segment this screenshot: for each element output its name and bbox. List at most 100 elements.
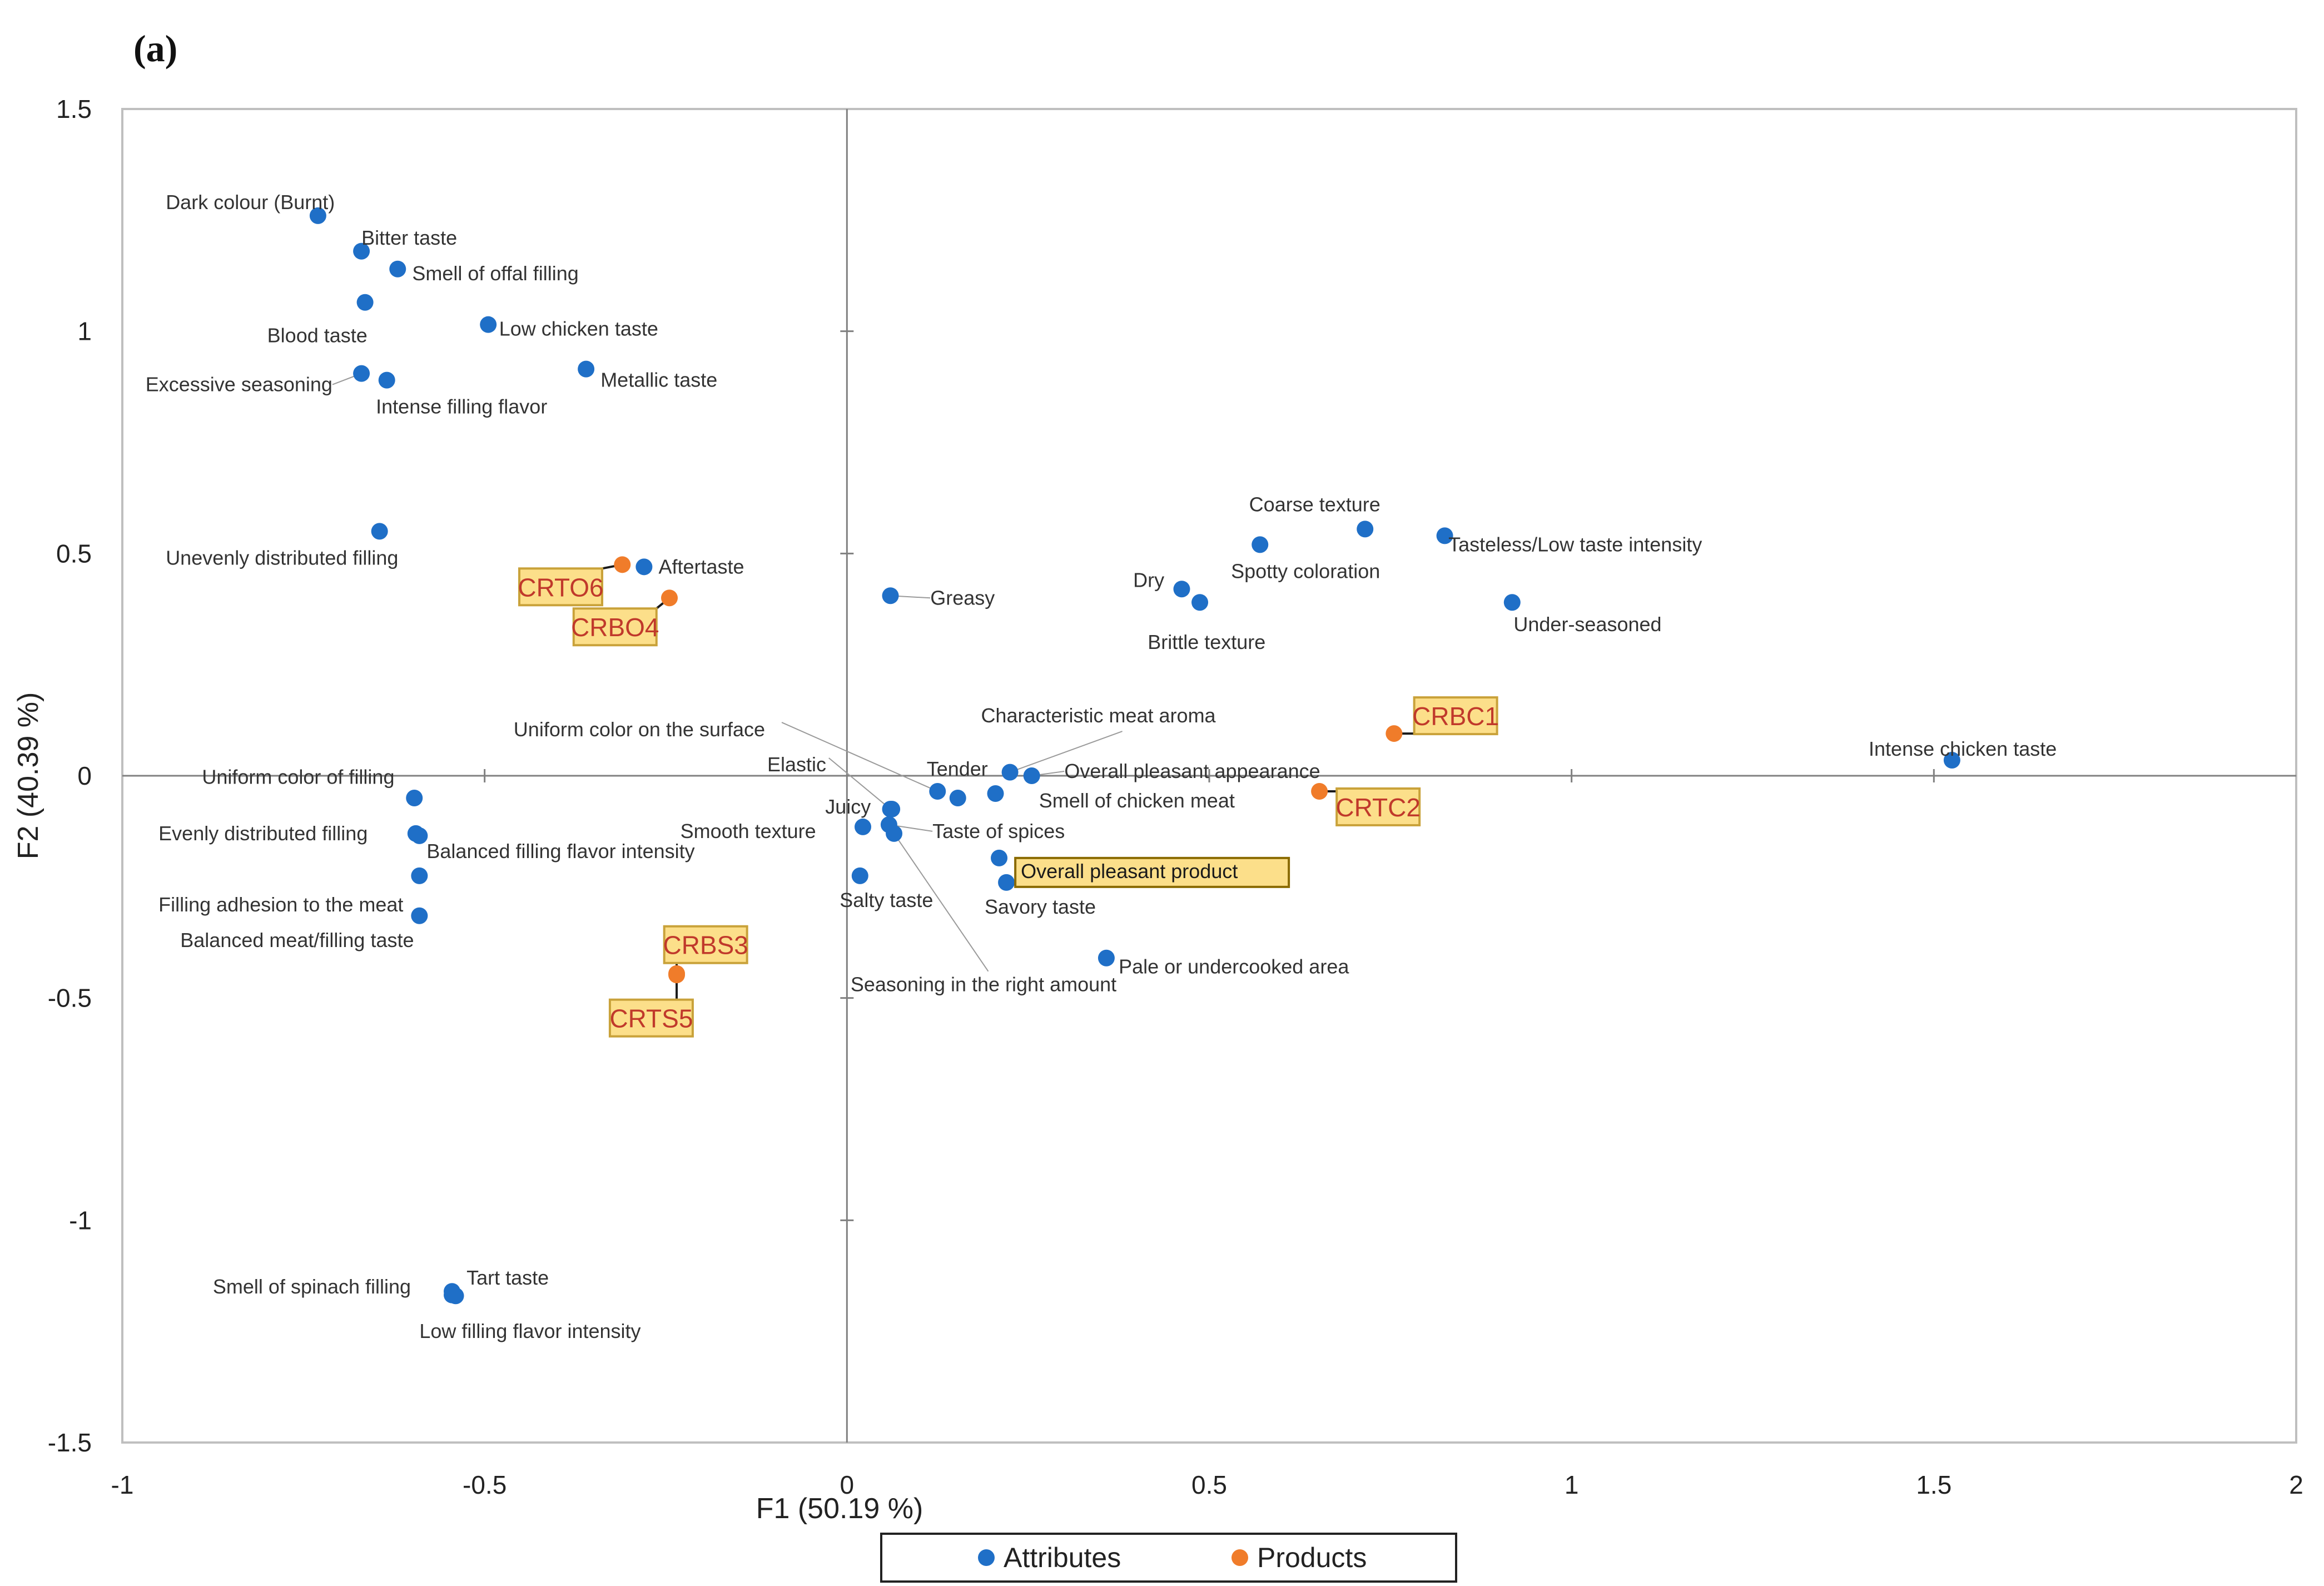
point-overall-pleasant-product xyxy=(991,849,1008,866)
label-taste-of-spices: Taste of spices xyxy=(932,820,1065,842)
point-tasteless-low-taste-intensity xyxy=(1436,527,1453,544)
label-balanced-meat-filling-taste: Balanced meat/filling taste xyxy=(180,929,414,951)
x-tick-label: -0.5 xyxy=(463,1470,506,1499)
product-box-crbc1 xyxy=(1413,696,1498,736)
x-tick-label: 2 xyxy=(2289,1470,2303,1499)
label-brittle-texture: Brittle texture xyxy=(1148,631,1265,653)
label-smell-of-spinach-filling: Smell of spinach filling xyxy=(213,1275,411,1298)
label-salty-taste: Salty taste xyxy=(840,889,933,911)
product-box-crto6 xyxy=(518,567,604,607)
point-juicy xyxy=(883,800,901,817)
point-metallic-taste xyxy=(578,360,595,378)
point-smell-of-offal-filling xyxy=(389,260,406,277)
label-unevenly-distributed-filling: Unevenly distributed filling xyxy=(166,546,398,569)
data-points xyxy=(309,207,1960,1305)
y-tick-label: 1 xyxy=(77,317,92,346)
product-box-crtc2 xyxy=(1335,787,1421,826)
label-savory-taste: Savory taste xyxy=(985,895,1096,918)
x-tick-label: 0 xyxy=(840,1470,855,1499)
point-intense-filling-flavor xyxy=(378,371,395,389)
point-low-chicken-taste xyxy=(480,316,497,333)
point-characteristic-meat-aroma xyxy=(1001,764,1019,781)
label-uniform-color-of-filling: Uniform color of filling xyxy=(202,765,394,788)
legend: Attributes Products xyxy=(880,1533,1457,1583)
point-unevenly-distributed-filling xyxy=(371,523,388,540)
legend-products-marker xyxy=(1231,1549,1248,1566)
point-intense-chicken-taste xyxy=(1943,752,1960,769)
point-smooth-texture xyxy=(855,818,872,835)
label-pale-or-undercooked-area: Pale or undercooked area xyxy=(1119,955,1349,978)
product-box-crbo4 xyxy=(572,607,658,647)
y-axis-title: F2 (40.39 %) xyxy=(12,692,44,860)
x-axis-title: F1 (50.19 %) xyxy=(756,1493,923,1525)
point-blood-taste xyxy=(356,294,374,311)
point-crtc2 xyxy=(1311,782,1328,800)
point-crts5 xyxy=(668,967,686,984)
y-tick-label: 1.5 xyxy=(56,95,92,123)
label-elastic: Elastic xyxy=(767,753,826,776)
point-overall-pleasant-appearance xyxy=(1023,767,1040,784)
point-bitter-taste xyxy=(353,242,370,260)
axis-ticks: -1 -0.5 0 0.5 1 1.5 2 -1.5 -1 -0.5 0 0.5 1 1.5 xyxy=(48,95,2303,1499)
label-intense-chicken-taste: Intense chicken taste xyxy=(1869,737,2057,760)
label-filling-adhesion-to-the-meat: Filling adhesion to the meat xyxy=(158,893,403,916)
point-smell-of-chicken-meat xyxy=(987,785,1004,802)
label-tender: Tender xyxy=(927,757,988,780)
label-low-chicken-taste: Low chicken taste xyxy=(499,318,658,340)
legend-attributes-label: Attributes xyxy=(1004,1542,1121,1573)
point-aftertaste xyxy=(635,558,653,576)
point-uniform-color-on-the-surface xyxy=(929,782,946,800)
label-crbs3: CRBS3 xyxy=(663,931,748,960)
highlight-box xyxy=(1014,856,1290,888)
label-dry: Dry xyxy=(1133,568,1164,591)
label-crtc2: CRTC2 xyxy=(1335,793,1421,822)
label-characteristic-meat-aroma: Characteristic meat aroma xyxy=(981,704,1216,727)
point-excessive-seasoning xyxy=(353,365,370,382)
label-crbo4: CRBO4 xyxy=(571,613,659,642)
leader-characteristic-meat-aroma xyxy=(1010,731,1123,773)
label-crts5: CRTS5 xyxy=(609,1004,693,1033)
x-tick-label: 1.5 xyxy=(1916,1470,1951,1499)
y-tick-label: -1.5 xyxy=(48,1428,92,1457)
point-crto6 xyxy=(614,556,631,573)
leader-uniform-color-on-the-surface xyxy=(781,722,938,792)
label-seasoning-in-the-right-amount: Seasoning in the right amount xyxy=(851,973,1116,996)
leader-elastic xyxy=(828,757,891,810)
label-evenly-distributed-filling: Evenly distributed filling xyxy=(158,822,368,845)
point-tender xyxy=(949,789,966,806)
label-spotty-coloration: Spotty coloration xyxy=(1231,559,1380,582)
point-brittle-texture xyxy=(1191,594,1209,611)
point-filling-adhesion-to-the-meat xyxy=(411,867,428,884)
point-evenly-distributed-filling xyxy=(407,825,424,842)
legend-box xyxy=(880,1533,1457,1583)
panel-label: (a) xyxy=(133,27,177,70)
point-low-filling-flavor-intensity xyxy=(447,1287,464,1305)
point-under-seasoned xyxy=(1503,594,1521,611)
label-intense-filling-flavor: Intense filling flavor xyxy=(376,395,547,418)
label-smooth-texture: Smooth texture xyxy=(681,820,816,842)
point-dry xyxy=(1173,581,1190,598)
label-crto6: CRTO6 xyxy=(518,573,603,602)
label-overall-pleasant-appearance: Overall pleasant appearance xyxy=(1064,760,1320,782)
point-uniform-color-of-filling xyxy=(406,789,423,806)
x-tick-label: 0.5 xyxy=(1191,1470,1227,1499)
label-under-seasoned: Under-seasoned xyxy=(1513,613,1661,636)
point-greasy xyxy=(882,587,899,604)
label-overall-pleasant-product: Overall pleasant product xyxy=(1021,860,1238,883)
point-balanced-meat-filling-taste xyxy=(411,907,428,924)
point-seasoning-in-the-right-amount xyxy=(886,825,903,842)
point-labels: Dark colour (Burnt) Bitter taste Smell of … xyxy=(146,191,2057,1342)
label-aftertaste: Aftertaste xyxy=(658,555,744,578)
product-box-crts5 xyxy=(608,998,694,1038)
label-bitter-taste: Bitter taste xyxy=(361,226,457,249)
label-excessive-seasoning: Excessive seasoning xyxy=(146,373,332,396)
legend-products-label: Products xyxy=(1257,1542,1367,1573)
product-box-crbs3 xyxy=(663,925,748,964)
point-savory-taste xyxy=(998,874,1015,891)
y-tick-label: 0 xyxy=(77,761,92,790)
label-uniform-color-on-the-surface: Uniform color on the surface xyxy=(514,718,765,741)
x-tick-label: 1 xyxy=(1565,1470,1579,1499)
y-tick-label: -0.5 xyxy=(48,984,92,1013)
label-smell-of-chicken-meat: Smell of chicken meat xyxy=(1039,789,1235,812)
label-blood-taste: Blood taste xyxy=(267,324,368,347)
